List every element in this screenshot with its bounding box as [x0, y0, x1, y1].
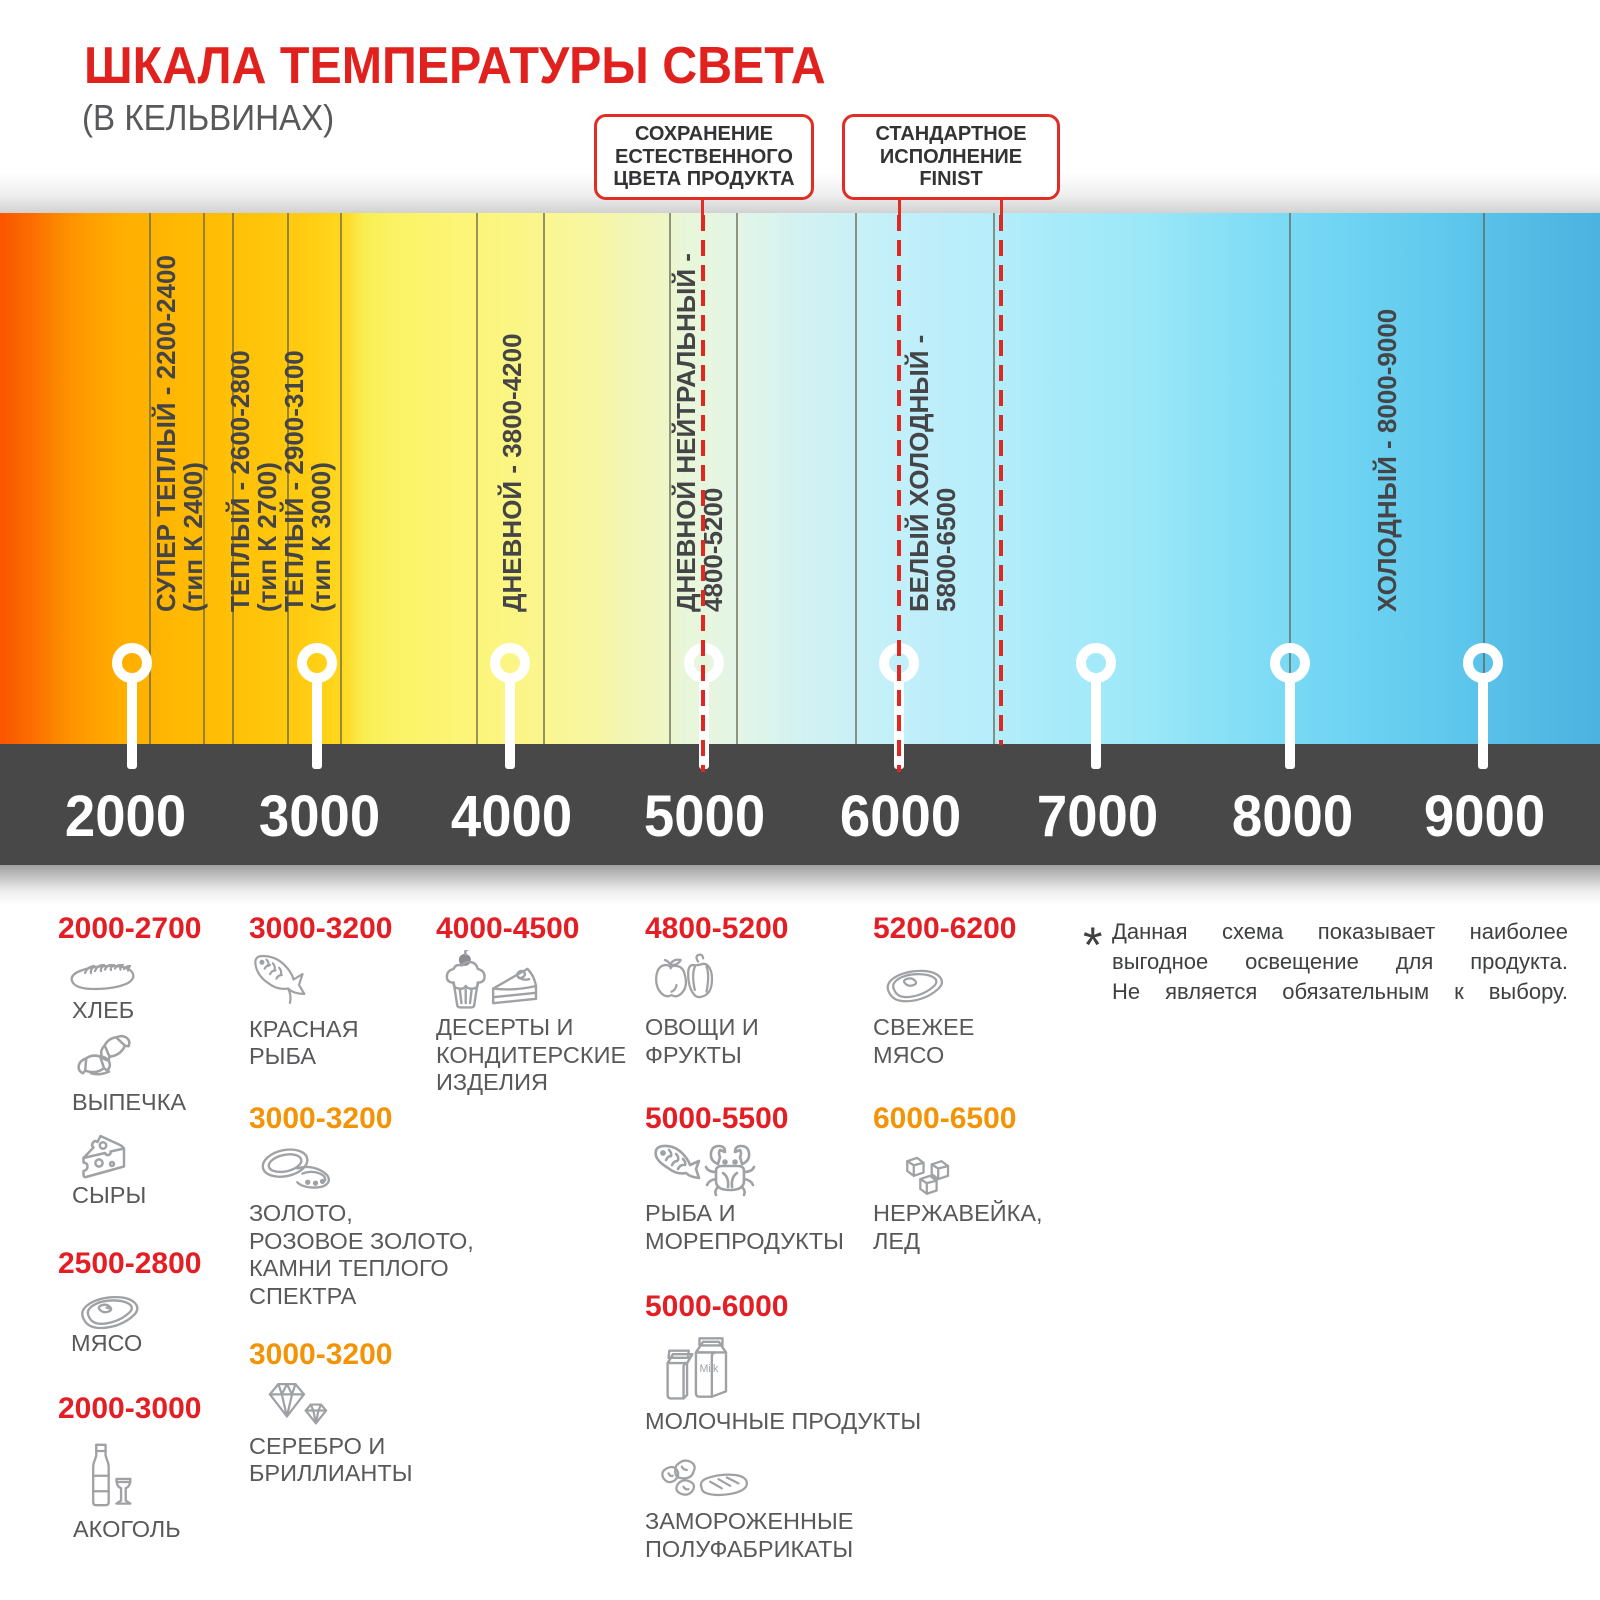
- svg-text:Milk: Milk: [699, 1363, 719, 1375]
